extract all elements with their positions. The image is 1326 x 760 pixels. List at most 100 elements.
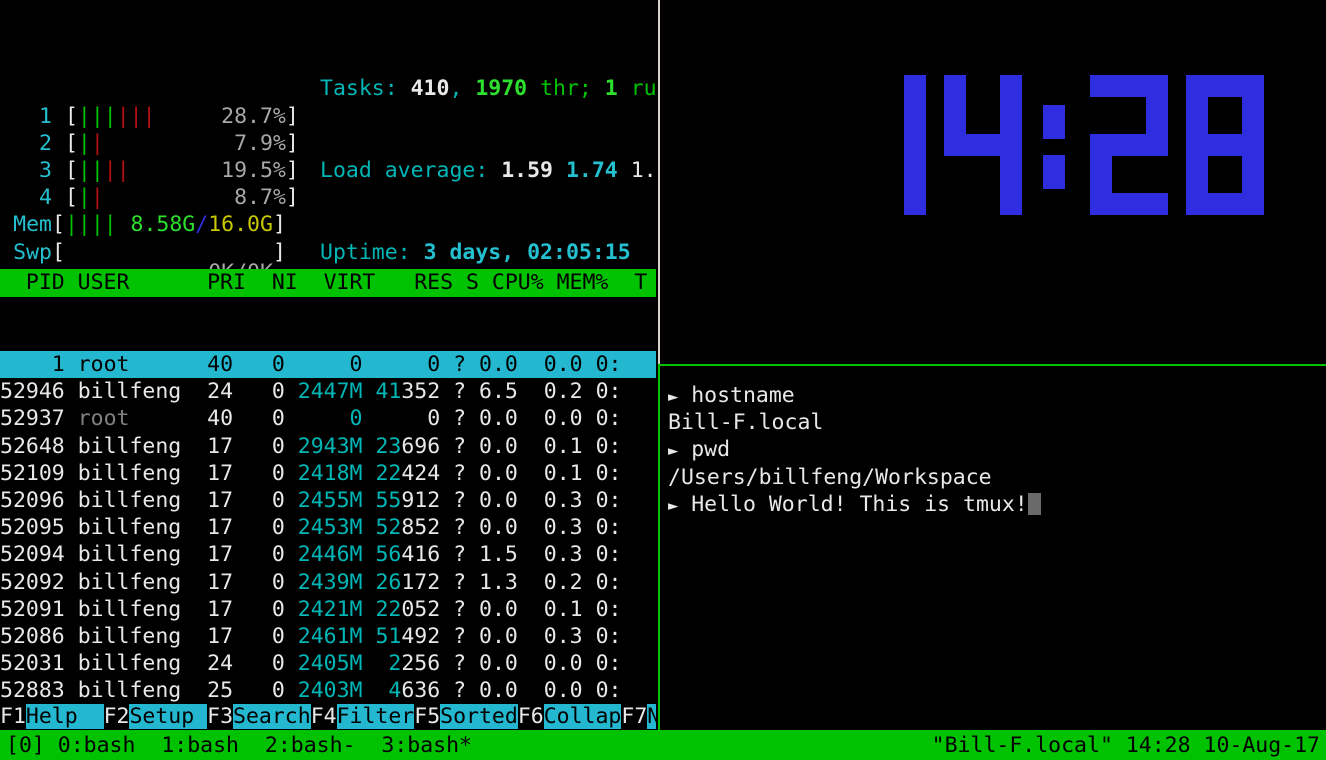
clock-segment-b: [1146, 75, 1168, 147]
process-user: billfeng: [77, 623, 182, 649]
process-row[interactable]: 52648 billfeng 17 0 2943M 23696 ? 0.0 0.…: [0, 433, 656, 460]
process-res-high: 56: [375, 542, 402, 568]
process-row[interactable]: 52091 billfeng 17 0 2421M 22052 ? 0.0 0.…: [0, 596, 656, 623]
tmux-status-bar[interactable]: [0] 0:bash 1:bash 2:bash- 3:bash* "Bill-…: [0, 730, 1326, 760]
process-time: 0:: [595, 515, 622, 541]
process-res-high: 55: [375, 487, 402, 513]
process-state: ?: [453, 352, 467, 377]
process-mem-percent: 0.0: [543, 651, 583, 677]
process-table-header[interactable]: PID USER PRI NI VIRT RES S CPU% MEM% T: [0, 269, 656, 297]
load-15min: 1.: [630, 158, 656, 183]
process-res-high: 22: [375, 460, 402, 486]
process-state: ?: [453, 542, 467, 568]
process-priority: 17: [207, 596, 234, 622]
cpu-meter-bar: || 7.9%: [78, 130, 286, 157]
fkey-label[interactable]: Sorted: [440, 704, 518, 729]
clock-segment-b: [904, 75, 926, 147]
process-row[interactable]: 52096 billfeng 17 0 2455M 55912 ? 0.0 0.…: [0, 487, 656, 514]
fkey-number[interactable]: F6: [517, 704, 544, 729]
process-res-high: 2: [375, 651, 402, 677]
process-cpu-percent: 0.0: [479, 433, 518, 459]
process-pid: 52883: [0, 678, 65, 704]
fkey-number[interactable]: F7: [621, 704, 648, 729]
process-res-low: 912: [401, 487, 441, 513]
meter-bracket-open: [: [52, 212, 65, 238]
htop-process-table[interactable]: PID USER PRI NI VIRT RES S CPU% MEM% T 1…: [0, 215, 656, 730]
fkey-label[interactable]: Collap: [543, 704, 622, 729]
cpu-meter-percent: 7.9%: [234, 130, 286, 156]
memory-meter-bar: |||| 8.58G/16.0G: [65, 211, 273, 238]
fkey-number[interactable]: F1: [0, 704, 26, 729]
process-row[interactable]: 52937 root 40 0 0 0 ? 0.0 0.0 0:: [0, 405, 656, 432]
process-time: 0:: [595, 460, 622, 486]
process-row[interactable]: 52031 billfeng 24 0 2405M 2256 ? 0.0 0.0…: [0, 650, 656, 677]
process-row[interactable]: 52086 billfeng 17 0 2461M 51492 ? 0.0 0.…: [0, 623, 656, 650]
clock-segment-b: [1242, 75, 1264, 147]
fkey-number[interactable]: F2: [103, 704, 130, 729]
process-mem-percent: 0.3: [543, 623, 583, 649]
process-row[interactable]: 52095 billfeng 17 0 2453M 52852 ? 0.0 0.…: [0, 514, 656, 541]
htop-meters: 1 [|||||| 28.7%] 2 [|| 7.9%] 3 [|||| 19.5%] 4 …: [0, 21, 656, 285]
process-time: 0:: [595, 379, 622, 405]
fkey-label[interactable]: Search: [233, 704, 311, 729]
process-priority: 24: [207, 379, 234, 405]
fkey-number[interactable]: F5: [414, 704, 441, 729]
clock-digit-4: [944, 75, 1022, 215]
process-time: 0:: [595, 487, 622, 513]
meter-bracket-open: [: [52, 239, 65, 265]
process-res-high: 26: [375, 569, 402, 595]
process-nice: 0: [271, 515, 285, 541]
process-state: ?: [453, 569, 467, 595]
swap-meter-label: Swp: [13, 239, 52, 265]
process-res-high: 51: [375, 623, 402, 649]
cpu-meter-label: 1: [39, 103, 52, 129]
process-res-low: 696: [401, 433, 441, 459]
clock-segment-e: [1090, 143, 1112, 215]
tmux-pane-htop[interactable]: 1 [|||||| 28.7%] 2 [|| 7.9%] 3 [|||| 19.5%] 4 …: [0, 0, 656, 730]
process-res-low: 0: [375, 352, 441, 377]
process-nice: 0: [271, 569, 285, 595]
process-nice: 0: [271, 487, 285, 513]
pane-separator-vertical-active[interactable]: [658, 364, 660, 730]
process-row[interactable]: 52094 billfeng 17 0 2446M 56416 ? 1.5 0.…: [0, 541, 656, 568]
tty-clock-display: [848, 75, 1282, 215]
process-row[interactable]: 52092 billfeng 17 0 2439M 26172 ? 1.3 0.…: [0, 569, 656, 596]
fkey-label[interactable]: Setup: [129, 704, 208, 729]
uptime-value: 3 days, 02:05:15: [423, 239, 631, 265]
process-row[interactable]: 52883 billfeng 25 0 2403M 4636 ? 0.0 0.0…: [0, 677, 656, 704]
process-mem-percent: 0.3: [543, 515, 583, 541]
process-cpu-percent: 0.0: [479, 623, 518, 649]
fkey-label[interactable]: Filter: [336, 704, 415, 729]
process-row[interactable]: 52946 billfeng 24 0 2447M 41352 ? 6.5 0.…: [0, 378, 656, 405]
tmux-pane-shell[interactable]: ► hostname Bill-F.local ► pwd/Users/billfe…: [660, 366, 1326, 730]
clock-segment-b: [1000, 75, 1022, 147]
clock-digit-1: [848, 75, 926, 215]
process-row[interactable]: 1 root 40 0 0 0 ? 0.0 0.0 0:: [0, 351, 656, 379]
shell-output-line: Bill-F.local: [668, 409, 1318, 436]
fkey-label[interactable]: N: [647, 704, 656, 729]
tasks-label: Tasks:: [320, 76, 411, 102]
process-priority: 17: [207, 542, 234, 568]
fkey-number[interactable]: F3: [207, 704, 234, 729]
process-mem-percent: 0.1: [543, 433, 583, 459]
cpu-meter-bar-green: ||: [77, 157, 104, 183]
cpu-meter-bar-red: |: [90, 130, 104, 156]
fkey-number[interactable]: F4: [310, 704, 337, 729]
pane-separator-vertical-inactive[interactable]: [658, 0, 660, 364]
tmux-window-list[interactable]: [0] 0:bash 1:bash 2:bash- 3:bash*: [6, 732, 472, 758]
process-res-low: 172: [401, 569, 441, 595]
process-res-low: 636: [401, 678, 441, 704]
htop-function-key-bar[interactable]: F1Help F2Setup F3SearchF4FilterF5SortedF…: [0, 703, 656, 730]
process-priority: 40: [207, 406, 234, 432]
fkey-label[interactable]: Help: [25, 704, 104, 729]
memory-used: 8.58G: [130, 212, 196, 238]
process-res-high: 52: [375, 515, 402, 541]
process-mem-percent: 0.2: [543, 379, 583, 405]
clock-segment-g: [1090, 134, 1168, 156]
process-time: 0:: [595, 569, 622, 595]
tmux-pane-clock[interactable]: [660, 0, 1326, 364]
clock-segment-c: [904, 143, 926, 215]
pane-separator-horizontal-active[interactable]: [660, 364, 1326, 366]
process-row[interactable]: 52109 billfeng 17 0 2418M 22424 ? 0.0 0.…: [0, 460, 656, 487]
